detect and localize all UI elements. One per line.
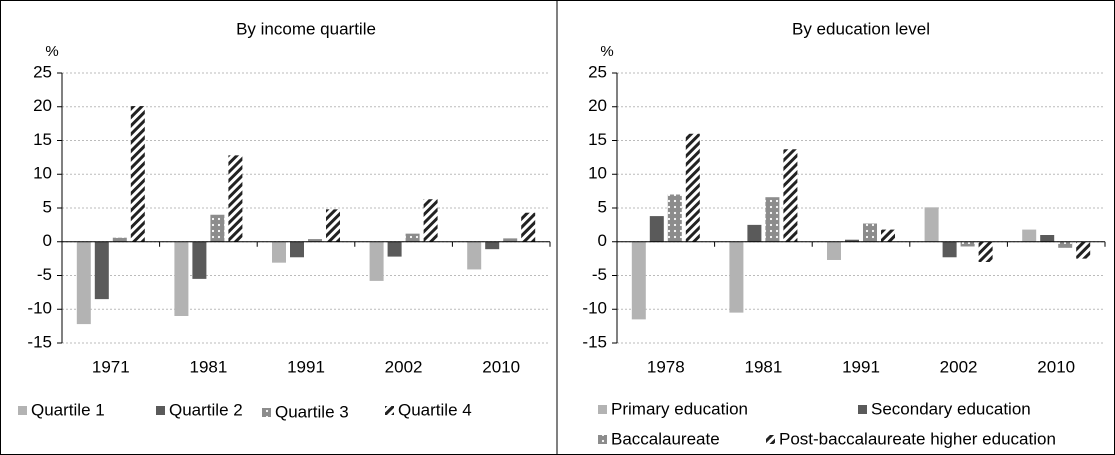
legend-swatch [598,435,607,444]
bar [924,207,939,242]
bar [747,224,762,242]
chart-title: By education level [792,19,930,38]
y-tick-label: 25 [33,62,52,81]
legend-swatch [156,406,165,415]
legend-label: Post-baccalaureate higher education [779,429,1056,448]
y-tick-label: 5 [43,197,52,216]
bar [192,241,207,279]
y-tick-label: -10 [27,299,52,318]
legend-swatch [385,406,394,415]
chart-title: By income quartile [236,19,376,38]
bar [729,241,744,313]
bar [326,209,340,242]
bar [1040,235,1055,242]
y-tick-label: -15 [582,332,607,351]
bar [1022,229,1037,242]
legend-swatch [18,406,27,415]
y-tick-label: 0 [598,231,607,250]
y-tick-label: 25 [588,62,607,81]
bar [783,149,798,242]
y-tick-label: 10 [33,164,52,183]
y-axis-label: % [600,43,613,60]
bar [467,241,482,270]
x-tick-label: 1971 [92,357,130,376]
bar [272,241,286,263]
bar [827,241,841,260]
legend-swatch [598,405,607,414]
x-tick-label: 2002 [385,357,423,376]
bar [631,241,646,320]
bar [308,239,322,242]
bar [521,212,536,242]
y-tick-label: 15 [33,130,52,149]
x-tick-label: 2002 [940,357,978,376]
bar [649,216,664,242]
bar [369,241,384,281]
legend-label: Quartile 1 [31,400,105,419]
legend-swatch [262,408,271,417]
bar [1058,241,1073,248]
x-tick-label: 1981 [744,357,782,376]
legend-label: Baccalaureate [611,429,720,448]
x-tick-label: 1978 [647,357,685,376]
bar [228,155,243,242]
bar [667,194,682,242]
bar [503,238,518,242]
bar [942,241,957,258]
bar [76,241,91,325]
bar [423,199,438,242]
bar [387,241,402,257]
y-tick-label: 0 [43,231,52,250]
bar [881,229,895,242]
bar [290,241,304,258]
y-tick-label: 20 [588,96,607,115]
bar [685,133,700,242]
x-tick-label: 2010 [1037,357,1075,376]
x-tick-label: 1991 [287,357,325,376]
y-tick-label: 15 [588,130,607,149]
legend-swatch [858,405,867,414]
bar [485,241,500,250]
y-tick-label: -10 [582,299,607,318]
bar [765,197,780,242]
bar [94,241,109,300]
legend-label: Primary education [611,399,748,418]
y-tick-label: 20 [33,96,52,115]
y-axis-label: % [45,43,58,60]
bar [1076,241,1091,259]
bar [405,233,420,242]
x-tick-label: 1991 [842,357,880,376]
legend-label: Quartile 2 [169,400,243,419]
bar [130,106,145,242]
bar [960,241,975,247]
y-tick-label: -5 [592,265,607,284]
y-tick-label: -15 [27,332,52,351]
legend-swatch [766,435,775,444]
legend-label: Quartile 3 [275,402,349,421]
bar [174,241,189,316]
bar [210,214,225,242]
x-tick-label: 1981 [189,357,227,376]
legend-label: Secondary education [871,399,1031,418]
y-tick-label: -5 [37,265,52,284]
bar [863,223,877,242]
legend-label: Quartile 4 [398,400,472,419]
bar [978,241,993,262]
x-tick-label: 2010 [482,357,520,376]
bar [845,239,859,242]
y-tick-label: 5 [598,197,607,216]
bar [112,237,127,242]
y-tick-label: 10 [588,164,607,183]
